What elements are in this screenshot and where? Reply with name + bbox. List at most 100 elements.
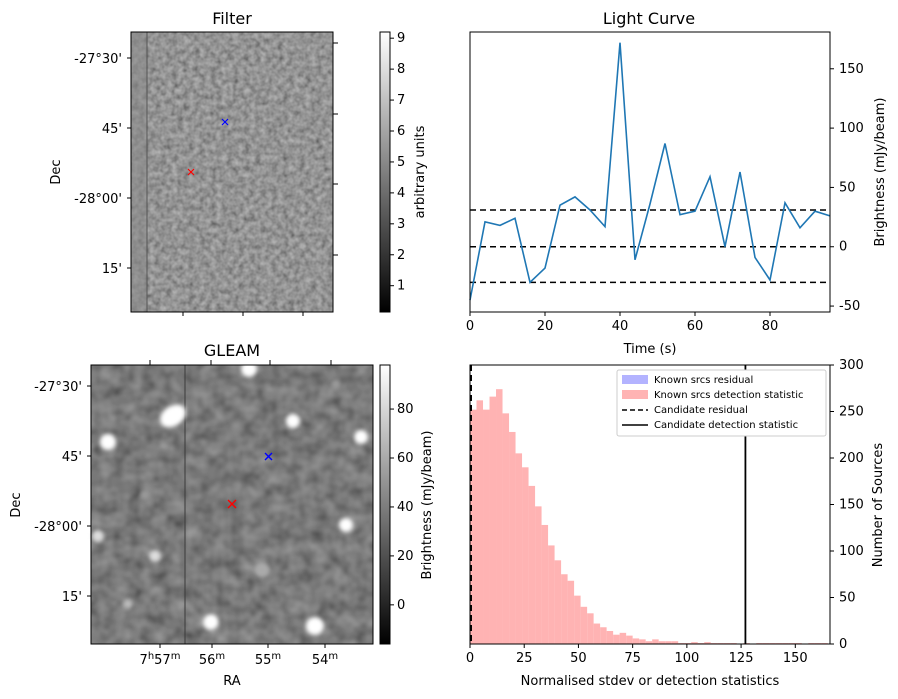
gleam-ra-label-0: 7h57m xyxy=(140,651,181,668)
filter-image-noise xyxy=(131,32,333,312)
histogram-bar xyxy=(528,485,536,644)
histogram-xtick-label-1: 25 xyxy=(516,651,533,666)
histogram-bar xyxy=(548,545,555,644)
histogram-bar xyxy=(554,560,562,644)
gleam-colorbar-ticks: 0 20 40 60 80 xyxy=(390,402,414,613)
filter-colorbar-tick-label-7: 8 xyxy=(397,62,405,77)
filter-colorbar-frame xyxy=(379,31,391,313)
gleam-ra-label-1: 56m xyxy=(199,651,225,668)
histogram-xtick-label-2: 50 xyxy=(570,651,587,666)
gleam-sources xyxy=(92,361,368,635)
filter-frame xyxy=(130,31,334,313)
gleam-xlabel: RA xyxy=(223,674,241,689)
gleam-title: GLEAM xyxy=(204,341,260,360)
filter-colorbar-ticks: 1 2 3 4 5 6 7 8 9 xyxy=(390,31,405,294)
histogram-bar xyxy=(541,524,549,644)
histogram-bar xyxy=(645,641,653,644)
filter-dec-label-2: -28°00' xyxy=(74,192,122,207)
filter-colorbar-tick-label-6: 7 xyxy=(397,93,405,108)
gleam-colorbar-tick-label-2: 40 xyxy=(397,500,414,515)
light-curve-ytick-label-0: -50 xyxy=(839,299,860,314)
red-cross-marker xyxy=(227,499,237,509)
histogram-bar xyxy=(613,634,620,644)
filter-colorbar xyxy=(380,32,390,312)
histogram-bar xyxy=(470,409,477,644)
gleam-ylabel: Dec xyxy=(9,492,24,517)
legend-swatch-residual xyxy=(622,375,648,384)
legend-box xyxy=(616,369,827,437)
histogram-bar xyxy=(580,606,588,644)
light-curve-x-ticks: 0 20 40 60 80 xyxy=(466,312,778,334)
light-curve-xtick-label-0: 0 xyxy=(466,319,474,334)
histogram-bar xyxy=(593,623,601,644)
light-curve-title: Light Curve xyxy=(603,9,695,28)
filter-colorbar-tick-label-0: 1 xyxy=(397,279,405,294)
filter-colorbar-tick-label-4: 5 xyxy=(397,155,405,170)
filter-title: Filter xyxy=(212,9,252,28)
legend-label-candidate-residual: Candidate residual xyxy=(654,405,748,416)
filter-colorbar-label: arbitrary units xyxy=(413,125,428,218)
histogram-bar xyxy=(626,635,633,644)
histogram-bar xyxy=(567,580,575,644)
legend-swatch-detection xyxy=(622,390,648,399)
filter-colorbar-tick-label-8: 9 xyxy=(397,31,405,46)
light-curve-xtick-label-4: 80 xyxy=(762,319,779,334)
gleam-ra-label-3: 54m xyxy=(312,651,338,668)
histogram-ytick-label-4: 200 xyxy=(839,451,864,466)
histogram-bar xyxy=(476,400,484,644)
histogram-ytick-label-2: 100 xyxy=(839,544,864,559)
filter-colorbar-tick-label-5: 6 xyxy=(397,124,405,139)
histogram-bar xyxy=(606,630,614,644)
histogram-bar xyxy=(691,642,698,644)
histogram-x-ticks: 0 25 50 75 100 125 150 xyxy=(466,644,808,666)
histogram-bar xyxy=(535,506,542,644)
light-curve-ytick-label-1: 0 xyxy=(839,240,847,255)
histogram-bar xyxy=(502,413,510,644)
gleam-ticks xyxy=(87,360,332,648)
filter-colorbar-tick-label-2: 3 xyxy=(397,217,405,232)
histogram-bar xyxy=(483,409,490,644)
light-curve-xtick-label-2: 40 xyxy=(612,319,629,334)
light-curve-ytick-label-2: 50 xyxy=(839,180,856,195)
gleam-panel: GLEAM xyxy=(9,341,435,689)
histogram-xtick-label-0: 0 xyxy=(466,651,474,666)
gleam-colorbar-frame xyxy=(379,364,391,645)
histogram-bar xyxy=(489,396,497,644)
histogram-ytick-label-5: 250 xyxy=(839,405,864,420)
filter-dec-label-0: -27°30' xyxy=(74,52,122,67)
histogram-ytick-label-0: 0 xyxy=(839,637,847,652)
gleam-colorbar-tick-label-1: 20 xyxy=(397,549,414,564)
gleam-dec-label-0: -27°30' xyxy=(34,380,82,395)
light-curve-series-line xyxy=(469,42,831,301)
filter-ylabel: Dec xyxy=(49,159,64,184)
filter-dec-ticks xyxy=(127,42,338,316)
histogram-xtick-label-6: 150 xyxy=(783,651,808,666)
histogram-ytick-label-3: 150 xyxy=(839,498,864,513)
histogram-xtick-label-5: 125 xyxy=(729,651,754,666)
red-cross-marker xyxy=(187,168,195,176)
histogram-bar xyxy=(600,627,607,644)
histogram-xtick-label-3: 75 xyxy=(624,651,641,666)
histogram-ylabel: Number of Sources xyxy=(871,443,886,568)
gleam-ra-label-2: 55m xyxy=(255,651,281,668)
gleam-dec-label-1: 45' xyxy=(62,450,82,465)
gleam-colorbar-tick-label-0: 0 xyxy=(397,598,405,613)
histogram-bar xyxy=(522,467,529,644)
gleam-colorbar-label: Brightness (mJy/beam) xyxy=(420,431,435,580)
legend-label-candidate-detection: Candidate detection statistic xyxy=(654,420,798,431)
histogram-xtick-label-4: 100 xyxy=(674,651,699,666)
gleam-colorbar-tick-label-4: 80 xyxy=(397,402,414,417)
filter-colorbar-tick-label-3: 4 xyxy=(397,186,405,201)
histogram-bars xyxy=(470,389,828,644)
histogram-bar xyxy=(587,613,594,644)
histogram-bar xyxy=(658,641,666,644)
gleam-colorbar-tick-label-3: 60 xyxy=(397,451,414,466)
filter-panel: Filter -27°30' 45' -28°00' 15' Dec xyxy=(49,9,428,316)
histogram-y-ticks: 0 50 100 150 200 250 300 xyxy=(830,358,864,652)
histogram-xlabel: Normalised stdev or detection statistics xyxy=(521,674,780,689)
histogram-bar xyxy=(639,639,646,644)
histogram-bar xyxy=(509,431,516,644)
histogram-bar xyxy=(665,641,672,644)
gleam-frame xyxy=(90,364,374,645)
light-curve-panel: Light Curve 0 20 40 60 80 -50 0 50 100 150 Time … xyxy=(466,9,888,357)
